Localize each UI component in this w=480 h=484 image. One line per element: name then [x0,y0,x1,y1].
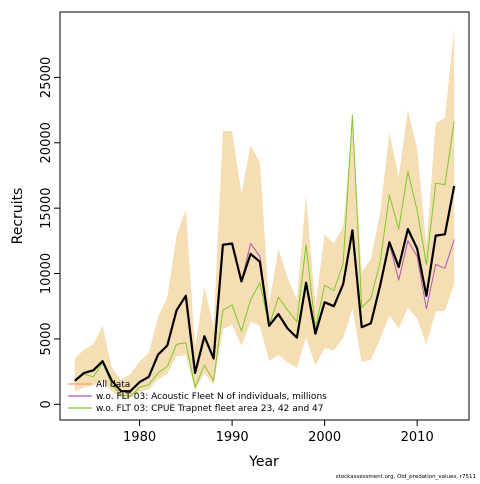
x-axis: 1980 1990 2000 2010 [123,420,434,445]
y-tick-label: 0 [39,400,54,408]
y-tick-label: 5000 [39,322,54,355]
y-tick-label: 25000 [39,57,54,98]
x-tick-label: 1990 [216,430,249,445]
legend: All data w.o. FLT 03: Acoustic Fleet N of… [68,380,327,414]
y-tick-label: 10000 [39,253,54,294]
y-tick-label: 20000 [39,122,54,163]
x-tick-label: 2010 [401,430,434,445]
y-tick-label: 15000 [39,188,54,229]
x-tick-label: 1980 [123,430,156,445]
series-line-0 [74,185,456,393]
y-axis: 0 5000 10000 15000 20000 25000 [39,57,60,408]
plot-frame [59,11,470,421]
x-tick-label: 2000 [308,430,341,445]
y-axis-label: Recruits [10,188,26,245]
series-layer [74,114,456,397]
footer-note: stockassessment.org, Old_predation_value… [336,474,476,480]
legend-label: w.o. FLT 03: Acoustic Fleet N of individ… [96,392,327,402]
x-axis-label: Year [248,454,279,470]
series-line-2 [74,114,455,397]
legend-label: All data [96,380,130,390]
legend-label: w.o. FLT 03: CPUE Trapnet fleet area 23,… [96,404,324,414]
